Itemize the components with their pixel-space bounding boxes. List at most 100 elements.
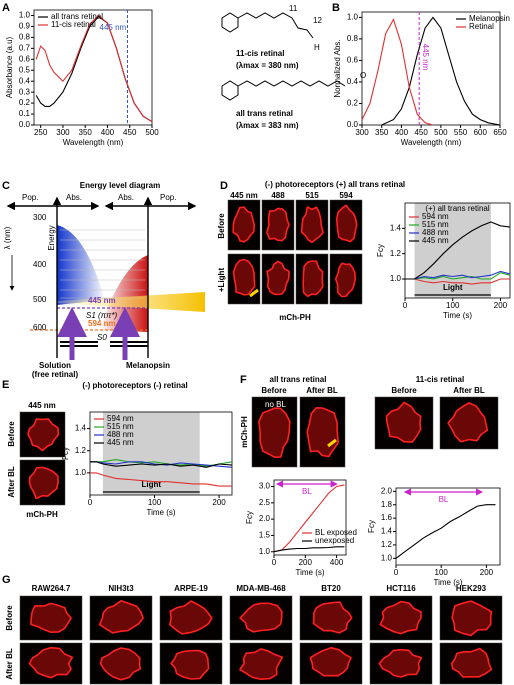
x-tick-label: 400 [395, 128, 409, 137]
cell [451, 600, 493, 637]
column-label: Before [261, 386, 287, 395]
cell [239, 602, 283, 633]
legend-label: 11-cis retinal [51, 20, 96, 29]
series-line [35, 14, 153, 123]
y-tick-label: 1.0 [347, 12, 359, 21]
y-tick-label: 0.2 [347, 99, 359, 108]
microscopy-images [19, 199, 503, 685]
axis-head: Pop. [22, 193, 38, 202]
cell [306, 407, 339, 458]
diagram-caption: Solution [39, 361, 71, 370]
panel-label: F [240, 374, 247, 386]
series-line [90, 461, 233, 468]
y-tick-label: 3.0 [259, 482, 271, 491]
cell [447, 402, 489, 443]
x-axis-label: Time (s) [443, 311, 472, 320]
panel-label: G [2, 574, 11, 586]
panel-label: D [220, 180, 228, 192]
x-tick-label: 200 [494, 301, 508, 310]
cell [28, 646, 74, 679]
diagram-caption: (free retinal) [32, 370, 79, 379]
atom-label: O [360, 71, 366, 80]
column-label: HCT116 [386, 584, 416, 593]
y-tick-label: 0.9 [19, 22, 31, 31]
state-label: S0 [97, 333, 107, 342]
legend-label: 445 nm [107, 438, 134, 447]
x-axis-label: Wavelength (nm) [401, 138, 462, 147]
row-label: +Light [217, 268, 226, 293]
range-label: BL [439, 495, 449, 504]
y-axis-label: Fcy [367, 520, 376, 533]
cell [30, 602, 72, 633]
y-tick-label: 0.8 [19, 32, 31, 41]
column-label: 515 [305, 191, 319, 200]
y-tick-label: 2.5 [259, 498, 271, 507]
x-tick-label: 100 [435, 568, 449, 577]
y-tick-label: 2.0 [381, 486, 393, 495]
column-label: NIH3t3 [108, 584, 134, 593]
y-tick-label: 0.7 [19, 43, 31, 52]
line-label: 445 nm [88, 296, 116, 305]
plot-frame [273, 479, 347, 556]
cell [335, 204, 358, 243]
x-tick-label: 600 [474, 128, 488, 137]
energy-label: Energy [47, 225, 56, 250]
series-line [273, 546, 345, 553]
series-line [90, 459, 233, 467]
x-tick-label: 500 [145, 128, 159, 137]
y-tick-label: 1.2 [75, 446, 87, 455]
y-tick-label: 1.4 [75, 424, 87, 433]
legend-label: 594 nm [107, 414, 134, 423]
x-tick-label: 0 [403, 301, 408, 310]
range-label: BL [302, 487, 312, 496]
wavelength-label: 600 [33, 323, 47, 332]
y-tick-label: 1.4 [381, 527, 393, 536]
cell [169, 600, 213, 635]
y-axis-label: Absorbance (a.u) [5, 36, 14, 98]
x-tick-label: 250 [34, 128, 48, 137]
x-tick-label: 450 [123, 128, 137, 137]
legend-label: 488 nm [422, 228, 449, 237]
panel-header: (-) photoreceptors (-) retinal [82, 381, 187, 390]
legend-label: 515 nm [422, 220, 449, 229]
state-label: S1 (ππ*) [86, 311, 118, 320]
legend-label: Melanopsin [469, 14, 510, 23]
wavelength-label: 400 [33, 260, 47, 269]
y-tick-label: 0.0 [347, 120, 359, 129]
cell [170, 649, 210, 680]
y-tick-label: 0.3 [19, 87, 31, 96]
y-tick-label: 0.6 [347, 56, 359, 65]
column-label: BT20 [321, 584, 341, 593]
plot-frame [404, 202, 511, 299]
axis-head: Abs. [66, 193, 82, 202]
structure-lambda: (λmax = 380 nm) [236, 61, 299, 70]
y-tick-label: 0.1 [19, 109, 31, 118]
series-line [405, 221, 511, 280]
y-tick-label: 1.5 [259, 531, 271, 540]
series-line [90, 461, 233, 468]
y-tick-label: 0.0 [19, 120, 31, 129]
x-tick-label: 200 [299, 558, 313, 567]
y-tick-label: 1.6 [381, 513, 393, 522]
x-tick-label: 0 [394, 568, 399, 577]
caption: mCh-PH [26, 510, 58, 519]
reference-label: 445 nm [100, 23, 127, 32]
y-tick-label: 1.0 [75, 468, 87, 477]
y-axis-label: Fcy [245, 511, 254, 524]
x-tick-label: 200 [212, 498, 226, 507]
x-tick-label: 300 [355, 128, 369, 137]
shade-label: Light [142, 480, 162, 489]
cell [302, 260, 324, 298]
x-axis-label: Time (s) [295, 568, 324, 577]
column-label: 594 [339, 191, 353, 200]
x-tick-label: 650 [493, 128, 507, 137]
column-label: After BL [453, 386, 485, 395]
x-axis-label: Time (s) [433, 578, 462, 587]
structure-drawing [221, 12, 346, 101]
plot-frame [89, 411, 233, 496]
x-tick-label: 350 [79, 128, 93, 137]
cell [450, 647, 493, 678]
x-tick-label: 350 [375, 128, 389, 137]
column-label: 488 [271, 191, 285, 200]
